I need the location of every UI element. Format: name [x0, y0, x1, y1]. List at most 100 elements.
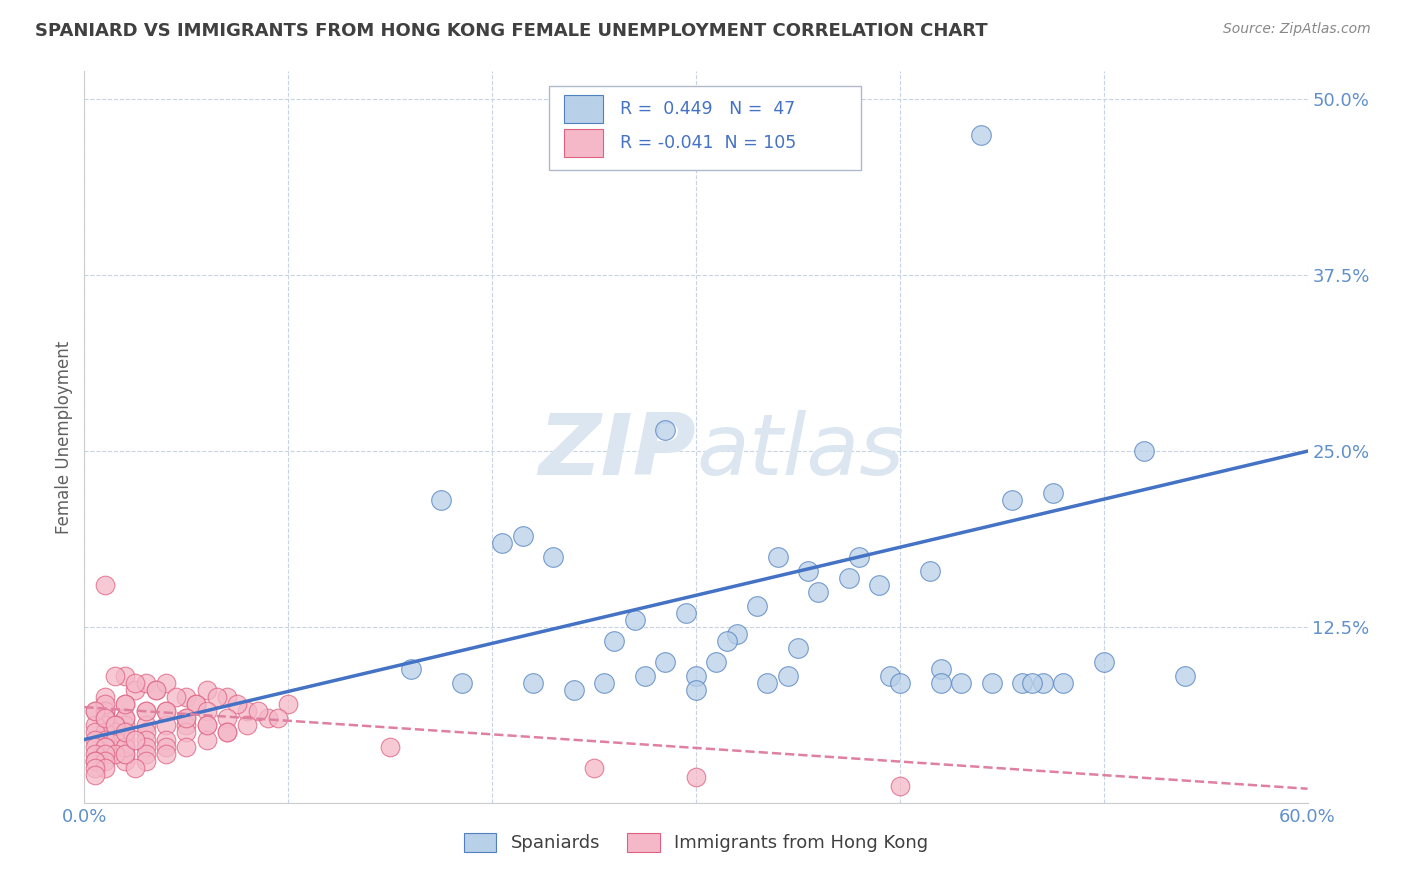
Text: SPANIARD VS IMMIGRANTS FROM HONG KONG FEMALE UNEMPLOYMENT CORRELATION CHART: SPANIARD VS IMMIGRANTS FROM HONG KONG FE…	[35, 22, 988, 40]
Point	[776, 669, 799, 683]
Point	[93, 754, 115, 768]
Point	[104, 669, 127, 683]
Point	[104, 718, 127, 732]
Point	[195, 718, 218, 732]
Point	[195, 718, 218, 732]
Point	[217, 690, 239, 705]
Point	[1092, 655, 1115, 669]
Point	[83, 747, 105, 761]
Point	[83, 754, 105, 768]
Point	[145, 683, 167, 698]
Point	[93, 725, 115, 739]
Point	[706, 655, 728, 669]
Point	[583, 761, 606, 775]
Point	[93, 711, 115, 725]
Point	[124, 732, 146, 747]
Point	[685, 683, 707, 698]
Point	[797, 564, 820, 578]
Point	[186, 698, 208, 712]
Point	[491, 535, 513, 549]
Point	[675, 606, 697, 620]
Point	[430, 493, 453, 508]
Point	[83, 754, 105, 768]
Point	[1174, 669, 1197, 683]
Point	[135, 732, 157, 747]
Point	[135, 676, 157, 690]
Point	[929, 676, 952, 690]
Point	[93, 578, 115, 592]
Y-axis label: Female Unemployment: Female Unemployment	[55, 341, 73, 533]
Point	[450, 676, 472, 690]
Point	[654, 655, 676, 669]
Point	[135, 725, 157, 739]
Point	[135, 705, 157, 719]
Point	[920, 564, 942, 578]
Point	[848, 549, 870, 564]
Point	[869, 578, 891, 592]
Point	[83, 739, 105, 754]
Point	[93, 711, 115, 725]
Point	[174, 739, 197, 754]
Point	[195, 732, 218, 747]
Point	[114, 747, 136, 761]
Point	[970, 128, 993, 142]
Point	[155, 732, 177, 747]
Point	[124, 676, 146, 690]
Point	[236, 718, 259, 732]
Point	[104, 747, 127, 761]
Point	[186, 698, 208, 712]
Point	[93, 747, 115, 761]
Point	[1052, 676, 1074, 690]
Point	[725, 627, 748, 641]
Point	[114, 732, 136, 747]
Text: ZIP: ZIP	[538, 410, 696, 493]
Point	[155, 747, 177, 761]
Point	[165, 690, 187, 705]
Point	[246, 705, 269, 719]
Point	[257, 711, 280, 725]
Point	[114, 754, 136, 768]
Point	[114, 718, 136, 732]
Text: atlas: atlas	[696, 410, 904, 493]
Point	[83, 725, 105, 739]
Point	[155, 739, 177, 754]
Point	[950, 676, 973, 690]
Point	[114, 747, 136, 761]
Point	[787, 641, 810, 656]
Point	[980, 676, 1002, 690]
Point	[114, 711, 136, 725]
Point	[83, 732, 105, 747]
Point	[135, 705, 157, 719]
FancyBboxPatch shape	[550, 86, 860, 170]
Point	[1001, 493, 1024, 508]
Legend: Spaniards, Immigrants from Hong Kong: Spaniards, Immigrants from Hong Kong	[457, 826, 935, 860]
Point	[195, 705, 218, 719]
Point	[217, 711, 239, 725]
Point	[155, 705, 177, 719]
Point	[114, 725, 136, 739]
Point	[685, 669, 707, 683]
Point	[1032, 676, 1054, 690]
Point	[104, 718, 127, 732]
Point	[83, 761, 105, 775]
Point	[205, 690, 228, 705]
Point	[522, 676, 544, 690]
Point	[83, 705, 105, 719]
Point	[174, 725, 197, 739]
Point	[93, 718, 115, 732]
Point	[217, 725, 239, 739]
Point	[93, 698, 115, 712]
Point	[93, 739, 115, 754]
Point	[114, 739, 136, 754]
Point	[1011, 676, 1033, 690]
Point	[135, 718, 157, 732]
Point	[277, 698, 299, 712]
Point	[114, 725, 136, 739]
Point	[543, 549, 565, 564]
Point	[124, 761, 146, 775]
Point	[716, 634, 738, 648]
Point	[807, 584, 830, 599]
Point	[654, 423, 676, 437]
Point	[93, 732, 115, 747]
Point	[104, 718, 127, 732]
